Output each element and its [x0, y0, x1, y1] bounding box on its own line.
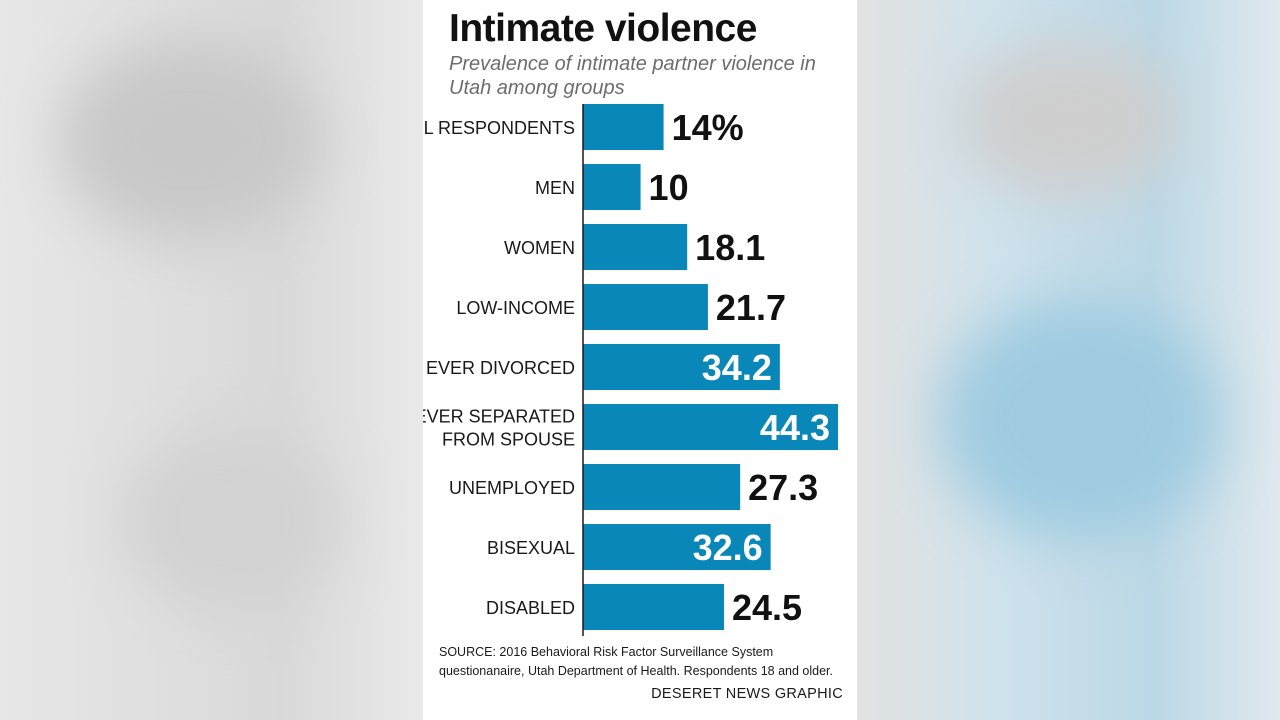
value-label-7: 32.6	[693, 527, 763, 568]
category-label-line: UNEMPLOYED	[449, 478, 575, 498]
category-label-6: UNEMPLOYED	[449, 478, 575, 498]
background-blob-left	[60, 40, 320, 240]
bars-layer: ALL RESPONDENTS 14% MEN 10 WOMEN 18.1 LOW-INCO…	[423, 104, 838, 630]
value-label-5: 44.3	[760, 407, 830, 448]
category-label-1: MEN	[535, 178, 575, 198]
bar-3	[583, 284, 708, 330]
bar-chart: ALL RESPONDENTS 14% MEN 10 WOMEN 18.1 LOW-INCO…	[423, 104, 838, 636]
background-blob-right-top	[960, 40, 1180, 200]
bar-1	[583, 164, 641, 210]
chart-subtitle: Prevalence of intimate partner violence …	[449, 53, 816, 99]
category-label-line: WOMEN	[504, 238, 575, 258]
background-blob-left-lower	[120, 430, 340, 610]
infographic-card: Intimate violence Prevalence of intimate…	[423, 0, 857, 720]
category-label-line: LOW-INCOME	[456, 298, 575, 318]
category-label-0: ALL RESPONDENTS	[423, 118, 575, 138]
value-label-6: 27.3	[748, 467, 818, 508]
bar-6	[583, 464, 741, 510]
category-label-3: LOW-INCOME	[456, 298, 575, 318]
chart-title: Intimate violence	[449, 7, 757, 50]
category-label-7: BISEXUAL	[487, 538, 575, 558]
value-label-4: 34.2	[702, 347, 772, 388]
category-label-line: FROM SPOUSE	[442, 430, 575, 450]
background-blob-right	[940, 300, 1220, 540]
source-note: SOURCE: 2016 Behavioral Risk Factor Surv…	[439, 645, 834, 678]
category-label-line: EVER SEPARATED	[423, 407, 575, 427]
bar-5	[583, 404, 838, 450]
value-label-3: 21.7	[716, 287, 786, 328]
category-label-line: EVER DIVORCED	[426, 358, 575, 378]
category-label-2: WOMEN	[504, 238, 575, 258]
bar-2	[583, 224, 688, 270]
category-label-line: BISEXUAL	[487, 538, 575, 558]
value-label-1: 10	[649, 167, 689, 208]
bar-0	[583, 104, 664, 150]
category-label-5: EVER SEPARATED FROM SPOUSE	[423, 407, 575, 450]
category-label-4: EVER DIVORCED	[426, 358, 575, 378]
bar-8	[583, 584, 725, 630]
bar-7	[583, 524, 771, 570]
bar-4	[583, 344, 780, 390]
category-label-line: DISABLED	[486, 598, 575, 618]
value-label-8: 24.5	[732, 587, 802, 628]
value-label-0: 14%	[672, 107, 744, 148]
graphic-credit: DESERET NEWS GRAPHIC	[651, 686, 843, 702]
category-label-8: DISABLED	[486, 598, 575, 618]
value-label-2: 18.1	[695, 227, 765, 268]
category-label-line: ALL RESPONDENTS	[423, 118, 575, 138]
category-label-line: MEN	[535, 178, 575, 198]
